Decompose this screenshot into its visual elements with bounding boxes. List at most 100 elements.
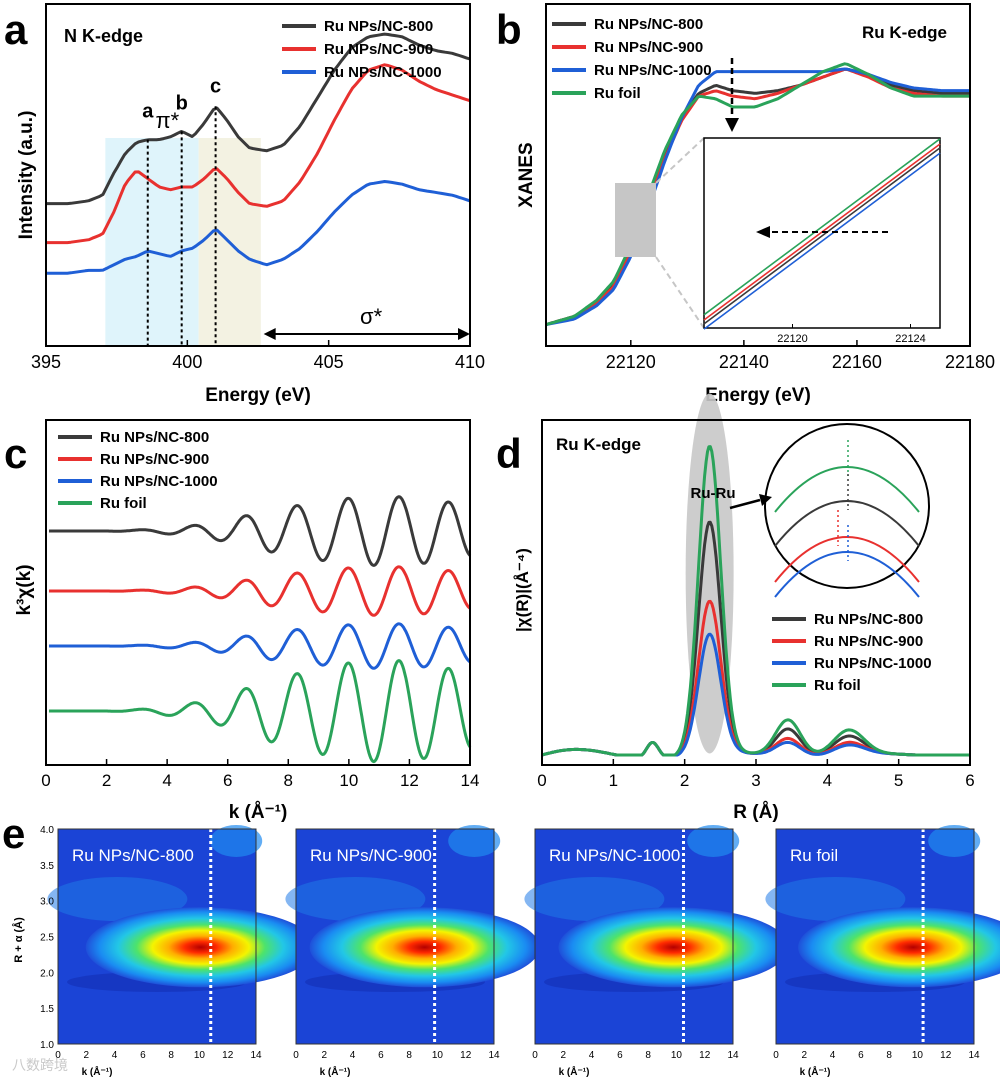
heatmap-x-label: k (Å⁻¹) [320, 1065, 351, 1078]
x-tick-label: 395 [31, 352, 61, 372]
zoom-region [615, 183, 656, 257]
heatmap-y-tick-label: 3.5 [40, 861, 54, 872]
heatmap-y-tick-label: 3.0 [40, 897, 54, 908]
heatmap-title: Ru NPs/NC-900 [310, 846, 432, 865]
heatmap-x-tick-label: 8 [886, 1050, 892, 1061]
shaded-region-pi-a [105, 138, 199, 346]
legend-label: Ru foil [814, 677, 861, 694]
panel-b-x-axis: 22120 22140 22160 22180 [606, 340, 995, 372]
panel-a-frame [45, 3, 471, 347]
heatmap-x-tick-label: 2 [322, 1050, 328, 1061]
heatmap-x-tick-label: 6 [378, 1050, 384, 1061]
x-tick-label: 1 [609, 771, 618, 790]
panel-a-x-label: Energy (eV) [205, 385, 311, 406]
x-tick-label: 6 [223, 771, 232, 790]
panel-b: 22120 22124 Energy (eV) XANES Ru K-edge Ru NP… [496, 6, 970, 406]
legend-label: Ru foil [594, 85, 641, 102]
series-line [541, 632, 971, 757]
heatmap-feature [687, 825, 740, 857]
panel-a: a bcπ*σ*Energy (eV)Intensity (a.u.)N K-ed… [4, 6, 471, 406]
legend-label: Ru NPs/NC-900 [324, 41, 433, 58]
heatmap-peak [309, 907, 540, 988]
x-tick-label: 4 [162, 771, 171, 790]
series-line [46, 180, 471, 275]
heatmap-x-tick-label: 12 [699, 1050, 711, 1061]
heatmap-x-tick-label: 4 [350, 1050, 356, 1061]
heatmap-x-tick-label: 8 [406, 1050, 412, 1061]
heatmap-y-tick-label: 2.5 [40, 933, 54, 944]
x-tick-label: 2 [102, 771, 111, 790]
heatmap-x-label: k (Å⁻¹) [559, 1065, 590, 1078]
panel-c-x-label: k (Å⁻¹) [229, 802, 288, 823]
peak-label-a: a [142, 101, 154, 123]
panel-label-a: a [4, 6, 28, 53]
zoom-guide [655, 137, 705, 184]
heatmap-frame [57, 828, 257, 1045]
heatmap-x-tick-label: 12 [460, 1050, 472, 1061]
legend-label: Ru NPs/NC-800 [814, 611, 923, 628]
heatmap-x-tick-label: 2 [802, 1050, 808, 1061]
zoom-circle [764, 423, 930, 589]
heatmap-x-tick-label: 12 [940, 1050, 952, 1061]
legend-label: Ru NPs/NC-900 [100, 451, 209, 468]
heatmap-x-tick-label: 4 [589, 1050, 595, 1061]
heatmap-x-tick-label: 8 [168, 1050, 174, 1061]
zoom-arrow [729, 498, 761, 510]
heatmap-peak [558, 907, 789, 988]
heatmap-x-tick-label: 4 [112, 1050, 118, 1061]
x-tick-label: 410 [455, 352, 485, 372]
legend-label: Ru foil [100, 495, 147, 512]
heatmap-x-label: k (Å⁻¹) [800, 1065, 831, 1078]
heatmap-feature [524, 877, 665, 921]
heatmap-x-tick-label: 14 [250, 1050, 262, 1061]
heatmap-y-tick-label: 4.0 [40, 825, 54, 836]
zoom-guide [655, 256, 705, 329]
panel-d-annotation: Ru K-edge [556, 435, 641, 454]
legend-label: Ru NPs/NC-800 [100, 429, 209, 446]
panel-c-frame [45, 419, 471, 766]
heatmap-y-tick-label: 1.0 [40, 1040, 54, 1051]
x-tick-label: 5 [894, 771, 903, 790]
x-tick-label: 22140 [719, 352, 769, 372]
panel-a-x-axis: 395 400 405 410 [31, 340, 485, 372]
heatmap-x-tick-label: 0 [55, 1050, 61, 1061]
heatmap-feature [210, 825, 263, 857]
heatmap-x-tick-label: 12 [222, 1050, 234, 1061]
sigma-arrow-head [458, 328, 470, 340]
legend-label: Ru NPs/NC-1000 [324, 64, 442, 81]
heatmap-x-tick-label: 10 [912, 1050, 924, 1061]
legend-label: Ru NPs/NC-1000 [100, 473, 218, 490]
heatmap-x-tick-label: 2 [84, 1050, 90, 1061]
series-line [48, 565, 471, 617]
zoom-arrow-head [759, 494, 772, 506]
heatmap-x-tick-label: 0 [773, 1050, 779, 1061]
heatmap-frame [775, 828, 975, 1045]
heatmap-x-tick-label: 14 [968, 1050, 980, 1061]
panel-label-d: d [496, 430, 522, 477]
heatmap-frame [534, 828, 734, 1045]
panel-d: Ru-Ru R (Å) |χ(R)|(Å⁻⁴) Ru K-edge Ru NPs/NC-… [496, 393, 971, 823]
peak-label-c: c [210, 75, 221, 97]
sigma-star-label: σ* [360, 304, 383, 329]
heatmap-peak [85, 907, 316, 988]
panel-d-x-axis: 0 1 2 3 4 5 6 [537, 759, 975, 790]
series-line [545, 67, 970, 327]
heatmap-feature [47, 877, 188, 921]
x-tick-label: 22180 [945, 352, 995, 372]
legend-label: Ru NPs/NC-1000 [594, 62, 712, 79]
watermark-text: 八数跨境 [12, 1058, 68, 1074]
panel-b-x-label: Energy (eV) [705, 385, 811, 406]
x-tick-label: 0 [537, 771, 546, 790]
heatmap-frame [295, 828, 495, 1045]
heatmap-x-tick-label: 6 [140, 1050, 146, 1061]
series-line [46, 32, 471, 206]
heatmap-x-tick-label: 14 [727, 1050, 739, 1061]
legend-label: Ru NPs/NC-900 [814, 633, 923, 650]
panel-label-e: e [2, 810, 25, 857]
x-tick-label: 400 [172, 352, 202, 372]
x-tick-label: 12 [400, 771, 419, 790]
heatmap-feature [765, 877, 906, 921]
x-tick-label: 10 [339, 771, 358, 790]
shift-arrow-head [756, 226, 770, 238]
